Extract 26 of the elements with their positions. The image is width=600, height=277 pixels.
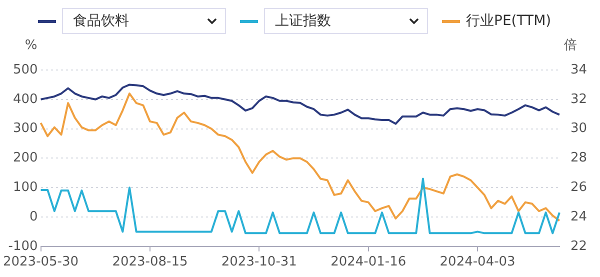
legend-label: 食品饮料 bbox=[73, 12, 129, 30]
y2-tick-label: 24 bbox=[570, 209, 588, 224]
x-tick-label: 2024-01-16 bbox=[330, 254, 406, 270]
y2-tick-label: 32 bbox=[570, 92, 588, 107]
y-tick-label: 500 bbox=[12, 62, 38, 78]
x-tick-label: 2024-04-03 bbox=[440, 254, 516, 270]
y-tick-label: 200 bbox=[12, 150, 38, 166]
y-tick-label: 300 bbox=[12, 121, 38, 136]
dropdown: 上证指数 bbox=[264, 8, 428, 34]
x-tick-label: 2023-08-15 bbox=[112, 254, 188, 270]
y2-tick-label: 34 bbox=[570, 62, 588, 78]
x-tick-label: 2023-05-30 bbox=[2, 254, 79, 270]
legend-label: 上证指数 bbox=[275, 12, 331, 30]
y2-tick-label: 28 bbox=[570, 150, 588, 166]
y2-axis-title: 倍 bbox=[564, 38, 578, 53]
x-tick-label: 2023-10-31 bbox=[221, 254, 297, 270]
y2-tick-label: 30 bbox=[570, 121, 588, 136]
y-axis-title: % bbox=[24, 38, 38, 53]
y-tick-label: 0 bbox=[29, 209, 38, 224]
y2-tick-label: 26 bbox=[570, 180, 588, 195]
dropdown: 食品饮料 bbox=[62, 8, 226, 34]
y-tick-label: -100 bbox=[8, 238, 38, 254]
y-tick-label: 400 bbox=[12, 92, 38, 107]
legend-label: 行业PE(TTM) bbox=[466, 12, 552, 30]
y2-tick-label: 22 bbox=[570, 238, 588, 254]
y-tick-label: 100 bbox=[12, 180, 38, 195]
